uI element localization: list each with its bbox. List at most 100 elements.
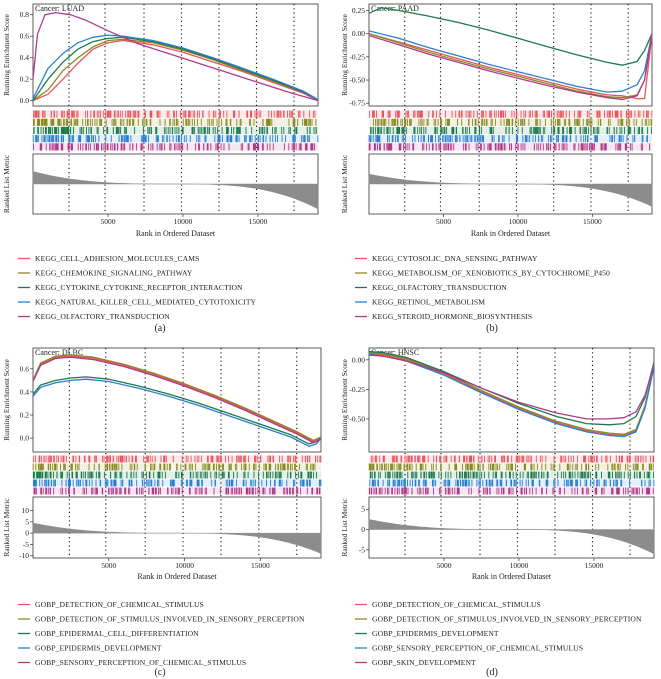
x-tick-label: 15000 <box>585 561 604 570</box>
metric-tick-label: 0 <box>361 525 365 534</box>
legend-entry: GOBP_EPIDERMIS_DEVELOPMENT <box>35 644 162 653</box>
x-axis-label: Rank in Ordered Dataset <box>136 229 216 238</box>
x-tick-label: 10000 <box>510 561 529 570</box>
hit-row-ticks-1 <box>370 455 655 463</box>
legend-entry: GOBP_EPIDERMIS_DEVELOPMENT <box>372 629 499 638</box>
hit-row-bg <box>33 143 318 151</box>
y-axis-label: Running Enrichment Score <box>2 359 11 441</box>
hit-row-bg <box>33 455 321 463</box>
es-line-2 <box>32 354 322 442</box>
es-line-4 <box>368 30 653 93</box>
legend-entry: KEGG_OLFACTORY_TRANSDUCTION <box>372 283 507 292</box>
legend-entry: KEGG_RETINOL_METABOLISM <box>372 298 485 307</box>
hit-row-ticks-2 <box>32 118 317 126</box>
legend-entry: GOBP_SENSORY_PERCEPTION_OF_CHEMICAL_STIM… <box>35 658 246 667</box>
hit-row-bg <box>369 110 652 118</box>
y-tick-label: 0.25 <box>352 6 365 15</box>
hit-row-ticks-4 <box>369 479 655 487</box>
y-tick-label: -0.75 <box>349 99 365 108</box>
metric-axis-label: Ranked List Metric <box>2 154 11 213</box>
x-axis-label: Rank in Ordered Dataset <box>137 572 217 581</box>
x-tick-label: 5000 <box>436 217 451 226</box>
hit-row-ticks-3 <box>369 471 655 479</box>
es-line-5 <box>32 11 319 102</box>
y-tick-label: -0.50 <box>349 414 365 423</box>
hit-row-bg <box>369 143 652 151</box>
y-tick-label: -0.25 <box>349 385 365 394</box>
es-line-3 <box>368 350 655 426</box>
legend-entry: GOBP_DETECTION_OF_STIMULUS_INVOLVED_IN_S… <box>35 615 305 624</box>
es-line-5 <box>32 356 322 444</box>
hit-row-bg <box>369 471 654 479</box>
hit-row-ticks-4 <box>368 135 648 143</box>
metric-tick-label: -5 <box>23 540 29 549</box>
y-tick-label: 0.8 <box>20 10 30 19</box>
es-line-5 <box>368 33 653 101</box>
metric-tick-label: -5 <box>359 545 365 554</box>
y-tick-label: 0.00 <box>352 29 365 38</box>
es-line-3 <box>32 36 319 101</box>
y-tick-label: 0.4 <box>20 387 30 396</box>
y-tick-label: 0.4 <box>20 53 30 62</box>
hit-row-bg <box>369 118 652 126</box>
legend-entry: GOBP_EPIDERMAL_CELL_DIFFERENTIATION <box>35 629 199 638</box>
ranked-metric-area <box>32 171 319 210</box>
legend-entry: GOBP_DETECTION_OF_CHEMICAL_STIMULUS <box>372 600 541 609</box>
metric-tick-label: 0 <box>25 529 29 538</box>
chart-title: Cancer: LUAD <box>35 4 84 13</box>
legend-entry: KEGG_METABOLISM_OF_XENOBIOTICS_BY_CYTOCH… <box>372 269 610 278</box>
legend-entry: KEGG_STEROID_HORMONE_BIOSYNTHESIS <box>372 312 532 321</box>
es-line-3 <box>32 376 322 445</box>
y-tick-label: 0.6 <box>20 364 30 373</box>
x-tick-label: 15000 <box>251 561 270 570</box>
es-plot-frame <box>368 3 653 107</box>
chart-title: Cancer: HNSC <box>371 348 419 357</box>
x-axis-label: Rank in Ordered Dataset <box>472 572 552 581</box>
y-tick-label: 0.2 <box>20 75 30 84</box>
y-tick-label: 0.2 <box>20 411 30 420</box>
hit-row-ticks-5 <box>33 487 321 495</box>
metric-plot-frame <box>32 496 322 559</box>
es-line-5 <box>368 354 655 420</box>
es-line-1 <box>368 33 653 100</box>
hit-row-ticks-5 <box>368 487 654 495</box>
metric-axis-label: Ranked List Metric <box>340 498 349 557</box>
hit-row-ticks-1 <box>32 455 322 463</box>
x-tick-label: 10000 <box>509 217 528 226</box>
hit-row-ticks-3 <box>33 126 317 135</box>
hit-row-ticks-2 <box>32 463 316 471</box>
hit-row-ticks-2 <box>372 118 653 126</box>
panel-label: (a) <box>154 323 165 334</box>
es-line-3 <box>368 7 653 66</box>
legend-entry: GOBP_DETECTION_OF_CHEMICAL_STIMULUS <box>35 600 204 609</box>
hit-row-bg <box>33 118 318 126</box>
hit-row-ticks-3 <box>32 471 317 479</box>
hit-row-ticks-1 <box>369 110 653 118</box>
hit-row-ticks-2 <box>368 463 654 471</box>
es-line-1 <box>32 355 322 443</box>
x-tick-label: 10000 <box>174 217 193 226</box>
es-line-4 <box>32 378 322 447</box>
hit-row-ticks-3 <box>370 126 653 135</box>
x-tick-label: 15000 <box>583 217 602 226</box>
hit-row-bg <box>33 126 318 135</box>
ranked-metric-area <box>368 173 653 207</box>
x-tick-label: 15000 <box>249 217 268 226</box>
metric-axis-label: Ranked List Metric <box>340 154 349 213</box>
y-axis-label: Running Enrichment Score <box>340 359 349 441</box>
hit-row-ticks-5 <box>368 143 651 151</box>
panel-a: Cancer: LUAD 0.0 0.2 0.4 0.6 0.8 Running Enric… <box>2 3 319 334</box>
hit-row-bg <box>33 135 318 143</box>
es-line-1 <box>32 39 319 102</box>
y-tick-label: 0.0 <box>20 96 30 105</box>
legend-entry: KEGG_CYTOKINE_CYTOKINE_RECEPTOR_INTERACT… <box>35 283 243 292</box>
es-line-4 <box>32 34 319 101</box>
es-line-2 <box>368 352 655 435</box>
x-axis-label: Rank in Ordered Dataset <box>471 229 551 238</box>
panel-label: (b) <box>486 323 498 334</box>
legend-entry: KEGG_CELL_ADHESION_MOLECULES_CAMS <box>35 254 199 263</box>
hit-row-bg <box>369 135 652 143</box>
hit-row-bg <box>33 479 321 487</box>
hit-row-bg <box>369 126 652 135</box>
